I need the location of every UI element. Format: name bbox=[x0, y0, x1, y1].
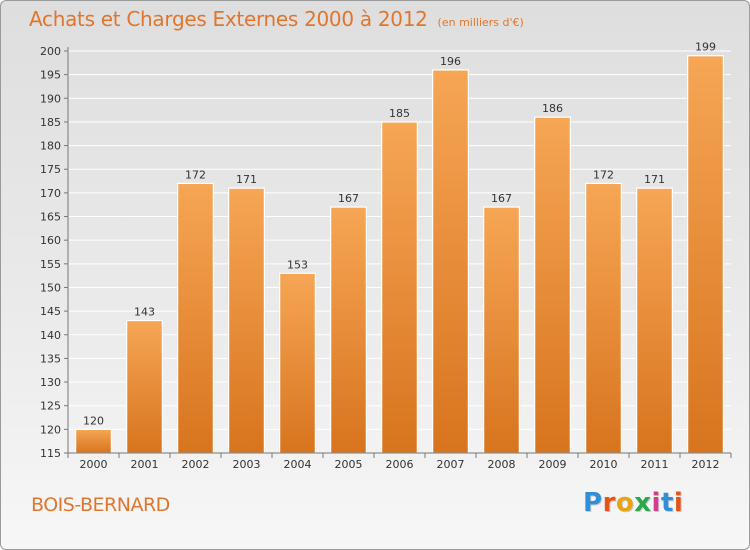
logo-letter: o bbox=[615, 488, 635, 518]
bar bbox=[279, 272, 316, 454]
data-labels: 120 143 172 171 153 167 185 196 167 186 172 171 199 bbox=[83, 41, 716, 428]
bar bbox=[381, 121, 418, 454]
y-tick-label: 125 bbox=[40, 400, 61, 413]
x-tick-label: 2010 bbox=[590, 458, 618, 471]
y-tick-label: 185 bbox=[40, 116, 61, 129]
logo-letter: t bbox=[660, 488, 674, 518]
x-tick-label: 2005 bbox=[335, 458, 363, 471]
y-tick-label: 140 bbox=[40, 329, 61, 342]
data-label: 171 bbox=[236, 173, 257, 186]
bars bbox=[75, 55, 724, 454]
x-tick-label: 2003 bbox=[233, 458, 261, 471]
unit-text: (en milliers d'€) bbox=[437, 16, 524, 29]
x-tick-label: 2001 bbox=[131, 458, 159, 471]
y-tick-label: 190 bbox=[40, 92, 61, 105]
bar bbox=[432, 69, 469, 454]
y-tick-label: 175 bbox=[40, 163, 61, 176]
y-tick-label: 195 bbox=[40, 69, 61, 82]
data-label: 186 bbox=[542, 102, 563, 115]
data-label: 172 bbox=[593, 168, 614, 181]
bar bbox=[585, 182, 622, 454]
y-tick-label: 120 bbox=[40, 423, 61, 436]
bar bbox=[330, 206, 367, 454]
logo-letter: i bbox=[651, 488, 661, 518]
data-label: 167 bbox=[491, 192, 512, 205]
x-tick-label: 2004 bbox=[284, 458, 312, 471]
data-label: 199 bbox=[695, 41, 716, 54]
data-label: 185 bbox=[389, 107, 410, 120]
title-text: Achats et Charges Externes 2000 à 2012 bbox=[29, 7, 428, 31]
bar bbox=[483, 206, 520, 454]
data-label: 172 bbox=[185, 168, 206, 181]
axes: 115 120 125 130 135 140 145 150 155 160 165 170 175 1… bbox=[40, 45, 732, 471]
bar bbox=[534, 116, 571, 454]
x-tick-label: 2002 bbox=[182, 458, 210, 471]
commune-name: BOIS-BERNARD bbox=[31, 494, 170, 516]
y-tick-label: 130 bbox=[40, 376, 61, 389]
y-tick-label: 200 bbox=[40, 45, 61, 58]
x-tick-label: 2007 bbox=[437, 458, 465, 471]
x-tick-label: 2008 bbox=[488, 458, 516, 471]
y-tick-label: 180 bbox=[40, 140, 61, 153]
logo-letter: i bbox=[673, 488, 684, 518]
data-label: 120 bbox=[83, 414, 104, 427]
y-tick-label: 160 bbox=[40, 234, 61, 247]
x-tick-label: 2011 bbox=[641, 458, 669, 471]
y-tick-label: 135 bbox=[40, 352, 61, 365]
y-tick-label: 115 bbox=[40, 447, 61, 460]
bar bbox=[687, 55, 724, 454]
logo-letter: x bbox=[634, 488, 652, 518]
x-tick-label: 2000 bbox=[80, 458, 108, 471]
chart-title: Achats et Charges Externes 2000 à 2012 (e… bbox=[29, 7, 524, 31]
y-tick-label: 170 bbox=[40, 187, 61, 200]
x-tick-label: 2006 bbox=[386, 458, 414, 471]
y-tick-label: 165 bbox=[40, 211, 61, 224]
data-label: 143 bbox=[134, 306, 155, 319]
bar bbox=[636, 187, 673, 454]
y-tick-label: 150 bbox=[40, 281, 61, 294]
bar bbox=[75, 428, 112, 454]
bar bbox=[228, 187, 265, 454]
logo-letter: r bbox=[602, 488, 616, 518]
x-tick-label: 2009 bbox=[539, 458, 567, 471]
y-tick-label: 145 bbox=[40, 305, 61, 318]
proxiti-logo: Proxiti bbox=[583, 488, 683, 518]
bar bbox=[177, 182, 214, 454]
logo-letter: P bbox=[583, 488, 603, 518]
data-label: 167 bbox=[338, 192, 359, 205]
y-tick-label: 155 bbox=[40, 258, 61, 271]
data-label: 196 bbox=[440, 55, 461, 68]
data-label: 153 bbox=[287, 258, 308, 271]
data-label: 171 bbox=[644, 173, 665, 186]
bar bbox=[126, 319, 163, 454]
x-tick-label: 2012 bbox=[692, 458, 720, 471]
